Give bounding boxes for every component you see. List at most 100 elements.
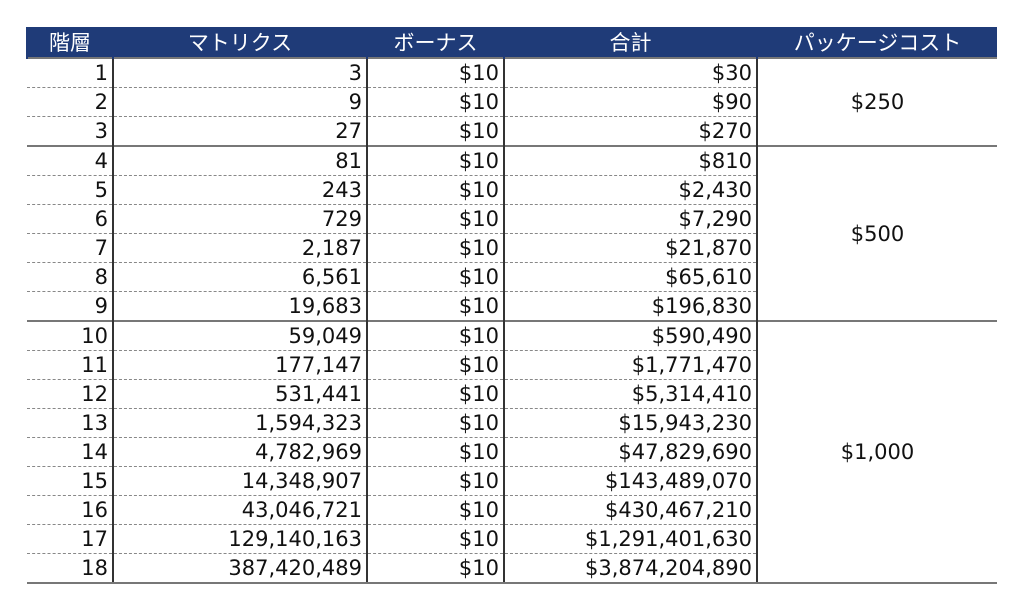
bonus-cell: $10 [366, 291, 504, 322]
total-cell: $270 [503, 116, 757, 147]
matrix-cell: 81 [112, 145, 367, 176]
total-cell: $15,943,230 [503, 408, 757, 438]
bonus-cell: $10 [366, 320, 504, 351]
table-header: 階層 マトリクス ボーナス 合計 パッケージコスト [26, 27, 997, 58]
total-cell: $90 [503, 87, 757, 117]
bonus-cell: $10 [366, 116, 504, 147]
header-cell: 階層 [26, 27, 113, 58]
table-body: 1 3 $10 $30 $250 2 9 $10 $90 3 27 $10 $270 4 81 $10 $810… [27, 57, 997, 584]
total-cell: $196,830 [503, 291, 757, 322]
tier-cell: 13 [27, 408, 113, 438]
matrix-cell: 129,140,163 [112, 524, 367, 554]
package-cost-cell: $500 [756, 145, 997, 321]
tier-cell: 7 [27, 233, 113, 263]
bonus-cell: $10 [366, 524, 504, 554]
total-cell: $430,467,210 [503, 495, 757, 525]
total-cell: $1,771,470 [503, 350, 757, 380]
header-cell: ボーナス [366, 27, 504, 58]
matrix-cell: 729 [112, 204, 367, 234]
table-row: 10 59,049 $10 $590,490 $1,000 [27, 320, 997, 584]
total-cell: $810 [503, 145, 757, 176]
tier-cell: 3 [27, 116, 113, 147]
tier-cell: 12 [27, 379, 113, 409]
header-cell: パッケージコスト [756, 27, 997, 58]
table-row: 8 6,561 $10 $65,610 [27, 262, 997, 292]
matrix-cell: 19,683 [112, 291, 367, 322]
tier-cell: 6 [27, 204, 113, 234]
bonus-cell: $10 [366, 57, 504, 88]
total-cell: $7,290 [503, 204, 757, 234]
package-cost-cell: $1,000 [756, 320, 997, 584]
tier-table: 階層 マトリクス ボーナス 合計 パッケージコスト 1 3 $10 $30 $250 2 9 $10 $… [26, 27, 997, 584]
total-cell: $590,490 [503, 320, 757, 351]
table-row: 5 243 $10 $2,430 [27, 175, 997, 205]
matrix-cell: 531,441 [112, 379, 367, 409]
total-cell: $143,489,070 [503, 466, 757, 496]
matrix-cell: 243 [112, 175, 367, 205]
matrix-cell: 177,147 [112, 350, 367, 380]
bonus-cell: $10 [366, 233, 504, 263]
table-row: 15 14,348,907 $10 $143,489,070 [27, 466, 997, 496]
tier-cell: 8 [27, 262, 113, 292]
matrix-cell: 9 [112, 87, 367, 117]
matrix-cell: 27 [112, 116, 367, 147]
tier-cell: 15 [27, 466, 113, 496]
matrix-cell: 1,594,323 [112, 408, 367, 438]
table-row: 13 1,594,323 $10 $15,943,230 [27, 408, 997, 438]
total-cell: $21,870 [503, 233, 757, 263]
total-cell: $3,874,204,890 [503, 553, 757, 584]
bonus-cell: $10 [366, 204, 504, 234]
matrix-cell: 4,782,969 [112, 437, 367, 467]
matrix-cell: 2,187 [112, 233, 367, 263]
tier-cell: 16 [27, 495, 113, 525]
total-cell: $1,291,401,630 [503, 524, 757, 554]
table-row: 9 19,683 $10 $196,830 [27, 291, 997, 322]
total-cell: $30 [503, 57, 757, 88]
bonus-cell: $10 [366, 437, 504, 467]
tier-cell: 4 [27, 145, 113, 176]
table-row: 6 729 $10 $7,290 [27, 204, 997, 234]
package-cost-cell: $250 [756, 57, 997, 146]
total-cell: $65,610 [503, 262, 757, 292]
bonus-cell: $10 [366, 553, 504, 584]
table-row: 11 177,147 $10 $1,771,470 [27, 350, 997, 380]
bonus-cell: $10 [366, 495, 504, 525]
tier-cell: 14 [27, 437, 113, 467]
table-row: 18 387,420,489 $10 $3,874,204,890 [27, 553, 997, 584]
table-row: 4 81 $10 $810 $500 [27, 145, 997, 321]
matrix-cell: 387,420,489 [112, 553, 367, 584]
tier-cell: 18 [27, 553, 113, 584]
header-cell: マトリクス [112, 27, 367, 58]
bonus-cell: $10 [366, 466, 504, 496]
table-row: 7 2,187 $10 $21,870 [27, 233, 997, 263]
matrix-cell: 59,049 [112, 320, 367, 351]
matrix-cell: 14,348,907 [112, 466, 367, 496]
matrix-cell: 3 [112, 57, 367, 88]
bonus-cell: $10 [366, 262, 504, 292]
total-cell: $5,314,410 [503, 379, 757, 409]
header-cell: 合計 [503, 27, 757, 58]
tier-cell: 17 [27, 524, 113, 554]
tier-cell: 10 [27, 320, 113, 351]
table-row: 17 129,140,163 $10 $1,291,401,630 [27, 524, 997, 554]
tier-cell: 11 [27, 350, 113, 380]
tier-cell: 1 [27, 57, 113, 88]
matrix-cell: 6,561 [112, 262, 367, 292]
total-cell: $2,430 [503, 175, 757, 205]
bonus-cell: $10 [366, 350, 504, 380]
table-row: 2 9 $10 $90 [27, 87, 997, 117]
tier-cell: 5 [27, 175, 113, 205]
total-cell: $47,829,690 [503, 437, 757, 467]
tier-cell: 9 [27, 291, 113, 322]
bonus-cell: $10 [366, 408, 504, 438]
bonus-cell: $10 [366, 145, 504, 176]
table-row: 16 43,046,721 $10 $430,467,210 [27, 495, 997, 525]
table-row: 14 4,782,969 $10 $47,829,690 [27, 437, 997, 467]
bonus-cell: $10 [366, 87, 504, 117]
tier-cell: 2 [27, 87, 113, 117]
bonus-cell: $10 [366, 175, 504, 205]
bonus-cell: $10 [366, 379, 504, 409]
table-row: 12 531,441 $10 $5,314,410 [27, 379, 997, 409]
matrix-cell: 43,046,721 [112, 495, 367, 525]
